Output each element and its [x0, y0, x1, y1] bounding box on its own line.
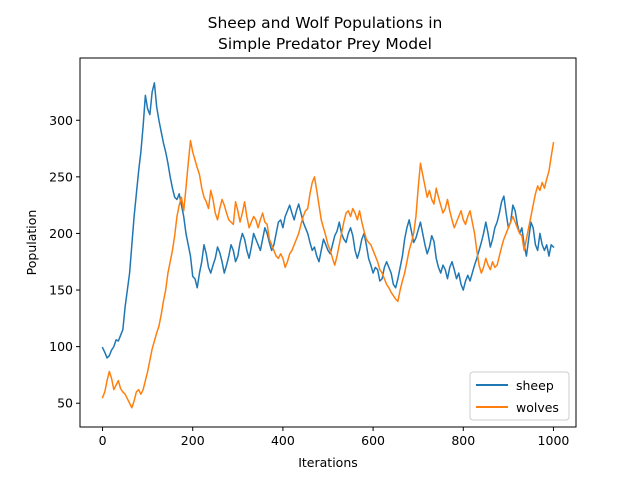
plot-area: 0 200 400 600 800 1000 50 100 150 200 250 300 [49, 57, 577, 448]
x-tick-label: 400 [271, 433, 295, 448]
x-axis-ticks: 0 200 400 600 800 1000 [99, 427, 570, 448]
chart-title-line-1: Sheep and Wolf Populations in [208, 14, 443, 32]
x-axis-title: Iterations [298, 455, 358, 470]
x-tick-label: 800 [451, 433, 475, 448]
y-axis-ticks: 50 100 150 200 250 300 [49, 113, 80, 411]
y-tick-label: 250 [49, 169, 73, 184]
x-tick-label: 1000 [538, 433, 570, 448]
y-tick-label: 150 [49, 283, 73, 298]
series-layer [101, 82, 555, 409]
x-tick-label: 200 [181, 433, 205, 448]
axes-frame [79, 57, 577, 428]
y-tick-label: 200 [49, 226, 73, 241]
legend-label-sheep: sheep [516, 378, 554, 393]
y-axis-title: Population [24, 210, 39, 276]
y-tick-label: 100 [49, 339, 73, 354]
legend: sheep wolves [469, 371, 570, 421]
series-line-wolves [101, 139, 555, 409]
x-tick-label: 0 [99, 433, 107, 448]
y-tick-label: 50 [57, 396, 73, 411]
x-tick-label: 600 [361, 433, 385, 448]
series-line-sheep [101, 82, 555, 359]
legend-label-wolves: wolves [516, 400, 559, 415]
y-tick-label: 300 [49, 113, 73, 128]
chart-title-line-2: Simple Predator Prey Model [218, 35, 432, 53]
